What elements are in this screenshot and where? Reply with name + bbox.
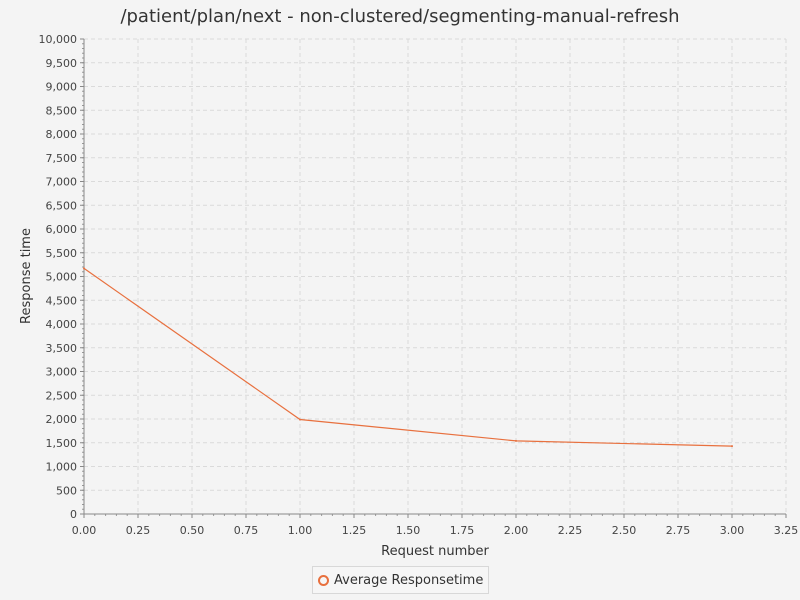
x-tick-label: 2.50 [612, 524, 637, 537]
ticks: 0.00 0.25 0.50 0.75 1.00 1.25 1.50 1.75 2.00 2.25… [39, 33, 799, 537]
x-tick-label: 1.00 [288, 524, 313, 537]
y-tick-label: 8,000 [46, 128, 78, 141]
x-tick-label: 0.25 [126, 524, 151, 537]
series-line [83, 267, 733, 447]
x-tick-label: 0.75 [234, 524, 259, 537]
data-point [731, 445, 733, 448]
x-tick-label: 1.50 [396, 524, 421, 537]
x-tick-label: 0.00 [72, 524, 97, 537]
x-axis-label: Request number [381, 544, 489, 559]
y-tick-label: 1,500 [46, 437, 78, 450]
grid [83, 38, 787, 515]
data-point [83, 267, 85, 270]
x-tick-label: 1.25 [342, 524, 367, 537]
y-tick-label: 6,500 [46, 199, 78, 212]
y-tick-label: 7,500 [46, 152, 78, 165]
y-tick-label: 2,500 [46, 389, 78, 402]
x-tick-label: 0.50 [180, 524, 205, 537]
x-tick-label: 2.00 [504, 524, 529, 537]
y-tick-label: 0 [70, 508, 77, 521]
y-tick-label: 7,000 [46, 176, 78, 189]
y-tick-label: 500 [56, 484, 77, 497]
legend: Average Responsetime [312, 566, 490, 594]
y-tick-label: 3,000 [46, 366, 78, 379]
y-tick-label: 10,000 [39, 33, 78, 46]
legend-marker-icon [318, 574, 329, 586]
y-tick-label: 4,500 [46, 294, 78, 307]
x-tick-label: 3.25 [774, 524, 799, 537]
x-tick-label: 2.75 [666, 524, 691, 537]
data-point [299, 418, 301, 421]
y-tick-label: 6,000 [46, 223, 78, 236]
legend-label: Average Responsetime [334, 572, 484, 588]
x-tick-label: 2.25 [558, 524, 583, 537]
series-layer [83, 267, 733, 448]
y-axis-label: Response time [19, 228, 34, 324]
y-tick-label: 2,000 [46, 413, 78, 426]
y-tick-label: 5,500 [46, 247, 78, 260]
data-point [515, 439, 517, 442]
chart-title: /patient/plan/next - non-clustered/segme… [120, 6, 680, 27]
y-tick-label: 5,000 [46, 271, 78, 284]
y-tick-label: 8,500 [46, 104, 78, 117]
x-tick-label: 3.00 [720, 524, 745, 537]
x-tick-label: 1.75 [450, 524, 475, 537]
y-tick-label: 4,000 [46, 318, 78, 331]
y-tick-label: 1,000 [46, 461, 78, 474]
y-tick-label: 3,500 [46, 342, 78, 355]
axes [80, 38, 787, 518]
y-tick-label: 9,500 [46, 57, 78, 70]
y-tick-label: 9,000 [46, 81, 78, 94]
